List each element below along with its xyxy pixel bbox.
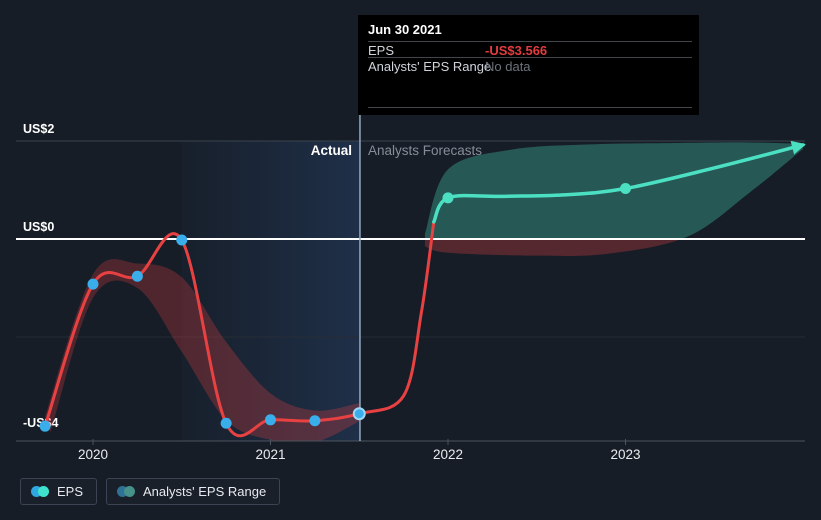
eps-blue-dot-icon xyxy=(31,486,42,497)
x-tick-label: 2022 xyxy=(433,447,463,462)
x-tick-label: 2020 xyxy=(78,447,108,462)
x-tick-label: 2023 xyxy=(610,447,640,462)
actual-label: Actual xyxy=(310,143,352,158)
legend-eps[interactable]: EPS xyxy=(20,478,98,505)
y-tick-label: US$2 xyxy=(23,122,54,136)
tooltip-eps-label: EPS xyxy=(368,43,395,58)
tooltip-divider xyxy=(368,107,692,108)
tooltip-range-value: No data xyxy=(485,59,531,74)
eps-data-point[interactable] xyxy=(309,415,321,427)
tooltip-divider xyxy=(368,41,692,42)
eps-teal-dot-icon xyxy=(38,486,49,497)
eps-data-point[interactable] xyxy=(220,417,232,429)
forecast-data-point[interactable] xyxy=(442,192,454,204)
eps-data-point[interactable] xyxy=(265,414,276,426)
tooltip-eps-value: -US$3.566 xyxy=(485,43,548,58)
eps-data-point[interactable] xyxy=(39,420,51,432)
analysts-forecasts-label: Analysts Forecasts xyxy=(368,143,483,158)
x-tick-label: 2021 xyxy=(255,447,285,462)
analysts-range-band-negative xyxy=(424,239,682,256)
chart-legend: EPS Analysts' EPS Range xyxy=(20,478,281,505)
tooltip-eps-row: EPS -US$3.566 xyxy=(368,43,691,59)
eps-data-point[interactable] xyxy=(131,270,143,282)
range-blue-dot-icon xyxy=(117,486,129,497)
tooltip-range-row: Analysts' EPS Range No data xyxy=(368,59,691,75)
forecast-arrowhead-icon xyxy=(790,140,806,155)
tooltip-date: Jun 30 2021 xyxy=(368,22,442,37)
tooltip-divider xyxy=(368,57,692,58)
chart-tooltip: Jun 30 2021 EPS -US$3.566 Analysts' EPS … xyxy=(358,15,699,115)
forecast-data-point[interactable] xyxy=(620,183,631,195)
legend-eps-label: EPS xyxy=(57,484,84,499)
eps-actual-line xyxy=(43,220,436,438)
y-tick-label: US$0 xyxy=(23,220,54,234)
eps-data-point[interactable] xyxy=(352,407,366,421)
tooltip-range-label: Analysts' EPS Range xyxy=(368,59,492,74)
eps-data-point[interactable] xyxy=(87,278,99,290)
legend-range-label: Analysts' EPS Range xyxy=(143,484,267,499)
highlight-region xyxy=(181,141,360,441)
legend-analysts-eps-range[interactable]: Analysts' EPS Range xyxy=(106,478,281,505)
range-teal-dot-icon xyxy=(124,486,136,497)
eps-range-band-past xyxy=(45,259,360,441)
eps-data-point[interactable] xyxy=(176,234,188,246)
